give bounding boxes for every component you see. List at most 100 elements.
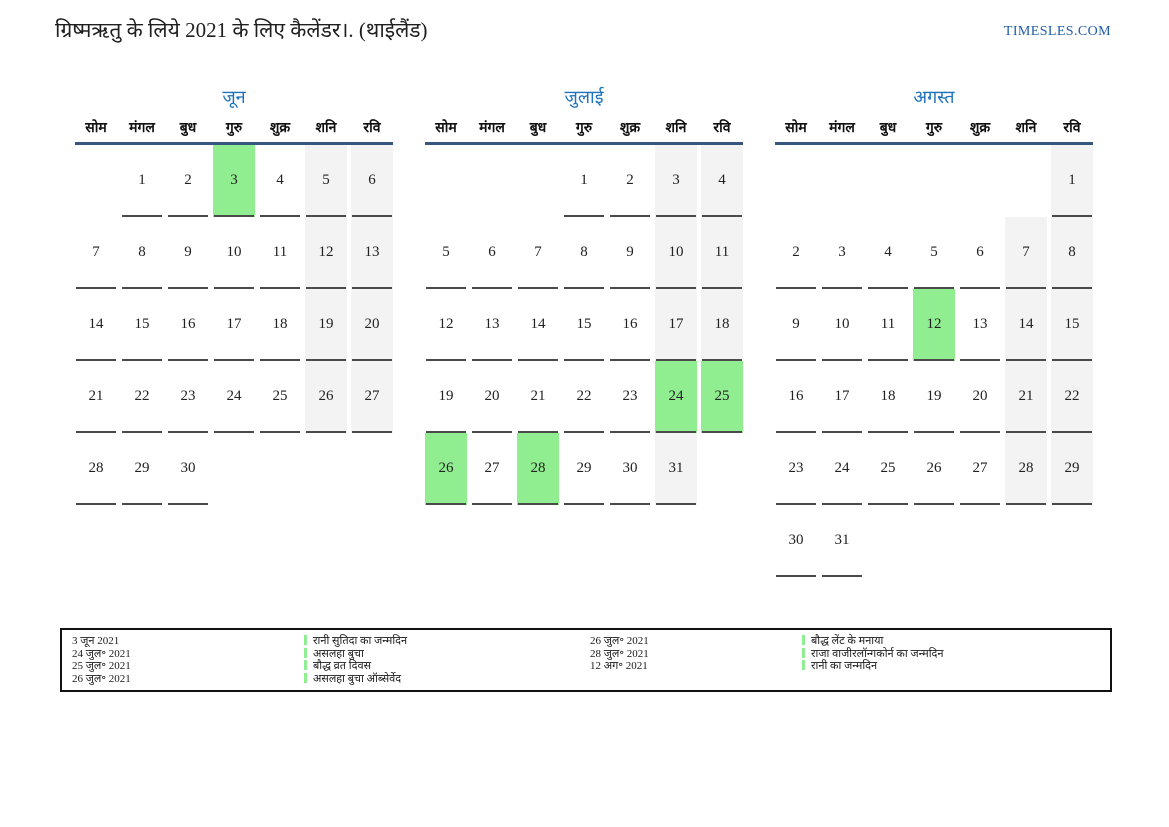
holiday-marker-icon: [304, 660, 307, 670]
day-number: 25: [714, 388, 730, 404]
day-cell-18: 18: [701, 289, 743, 361]
day-underline: [610, 503, 650, 505]
day-cell-30: 30: [609, 433, 651, 505]
day-number: 27: [484, 460, 500, 476]
day-underline: [1052, 503, 1092, 505]
day-number: 26: [926, 460, 942, 476]
day-number: 31: [834, 532, 850, 548]
day-number: 30: [622, 460, 638, 476]
day-cell-empty: [75, 145, 117, 217]
weekday-label: शुक्र: [969, 121, 991, 136]
day-cell-5: 5: [305, 145, 347, 217]
day-cell-empty: [425, 145, 467, 217]
day-cell-29: 29: [1051, 433, 1093, 505]
day-number: 15: [576, 316, 592, 332]
day-cell-29: 29: [121, 433, 163, 505]
day-underline: [610, 215, 650, 217]
day-cell-22: 22: [563, 361, 605, 433]
day-number: 7: [1022, 244, 1030, 260]
day-cell-18: 18: [867, 361, 909, 433]
day-cell-24: 24: [821, 433, 863, 505]
day-number: 3: [672, 172, 680, 188]
day-number: 3: [230, 172, 238, 188]
day-underline: [868, 431, 908, 433]
day-cell-19: 19: [425, 361, 467, 433]
day-cell-empty: [867, 145, 909, 217]
day-number: 25: [272, 388, 288, 404]
day-number: 22: [1064, 388, 1080, 404]
day-cell-12: 12: [425, 289, 467, 361]
day-underline: [702, 359, 742, 361]
day-cell-14: 14: [1005, 289, 1047, 361]
day-underline: [822, 359, 862, 361]
day-cell-15: 15: [121, 289, 163, 361]
site-link[interactable]: TIMESLES.COM: [1003, 24, 1111, 39]
month-calendar-2: जुलाई सोम मंगल बुध गुरु शुक्र शनि रवि 1 2 3 4 5 6 7 8 9 1…: [425, 82, 743, 505]
day-underline: [168, 287, 208, 289]
legend-date: 28 जुल॰ 2021: [590, 647, 649, 660]
day-cell-2: 2: [609, 145, 651, 217]
day-underline: [472, 503, 512, 505]
weekday-label: गुरु: [925, 121, 943, 136]
legend-holiday-label: असलहा बुचा: [313, 647, 364, 660]
day-number: 1: [1068, 172, 1076, 188]
day-underline: [610, 359, 650, 361]
day-cell-1: 1: [563, 145, 605, 217]
day-cell-empty: [913, 505, 955, 577]
day-number: 29: [576, 460, 592, 476]
day-cell-16: 16: [167, 289, 209, 361]
day-underline: [564, 431, 604, 433]
day-underline: [776, 287, 816, 289]
day-underline: [868, 287, 908, 289]
day-cell-17: 17: [821, 361, 863, 433]
day-cell-7: 7: [1005, 217, 1047, 289]
day-underline: [426, 287, 466, 289]
day-underline: [352, 431, 392, 433]
day-underline: [352, 287, 392, 289]
day-cell-5: 5: [913, 217, 955, 289]
day-number: 4: [884, 244, 892, 260]
day-cell-empty: [775, 145, 817, 217]
day-underline: [822, 575, 862, 577]
day-underline: [518, 431, 558, 433]
legend-date: 12 अग॰ 2021: [590, 660, 648, 672]
day-cell-empty: [259, 433, 301, 505]
day-cell-25: 25: [259, 361, 301, 433]
day-cell-22: 22: [121, 361, 163, 433]
day-underline: [960, 431, 1000, 433]
day-cell-30: 30: [167, 433, 209, 505]
day-number: 6: [368, 172, 376, 188]
day-underline: [260, 215, 300, 217]
day-underline: [914, 431, 954, 433]
holiday-marker-icon: [304, 672, 307, 683]
day-underline: [656, 215, 696, 217]
day-underline: [306, 215, 346, 217]
day-number: 16: [788, 388, 804, 404]
day-cell-empty: [1051, 505, 1093, 577]
day-underline: [960, 359, 1000, 361]
day-underline: [260, 431, 300, 433]
weekday-label: रवि: [1063, 121, 1081, 136]
day-underline: [518, 359, 558, 361]
day-cell-28: 28: [1005, 433, 1047, 505]
day-number: 1: [580, 172, 588, 188]
day-number: 11: [714, 244, 730, 260]
legend-date: 26 जुल॰ 2021: [590, 635, 649, 647]
day-number: 21: [88, 388, 104, 404]
day-number: 9: [792, 316, 800, 332]
day-number: 13: [972, 316, 988, 332]
day-underline: [168, 431, 208, 433]
week-row: 16 17 18 19 20 21 22: [775, 361, 1093, 433]
day-cell-23: 23: [775, 433, 817, 505]
day-number: 7: [92, 244, 100, 260]
day-underline: [822, 287, 862, 289]
week-row: 1 2 3 4 5 6: [75, 145, 393, 217]
legend-holiday: राजा वाजीरलॉन्गकोर्न का जन्मदिन: [802, 647, 943, 661]
day-number: 21: [1018, 388, 1034, 404]
day-cell-21: 21: [75, 361, 117, 433]
day-number: 23: [788, 460, 804, 476]
day-underline: [960, 503, 1000, 505]
day-underline: [122, 431, 162, 433]
day-cell-20: 20: [351, 289, 393, 361]
page-title: ग्रिष्मऋतु के लिये 2021 के लिए कैलेंडर।.…: [55, 18, 428, 42]
